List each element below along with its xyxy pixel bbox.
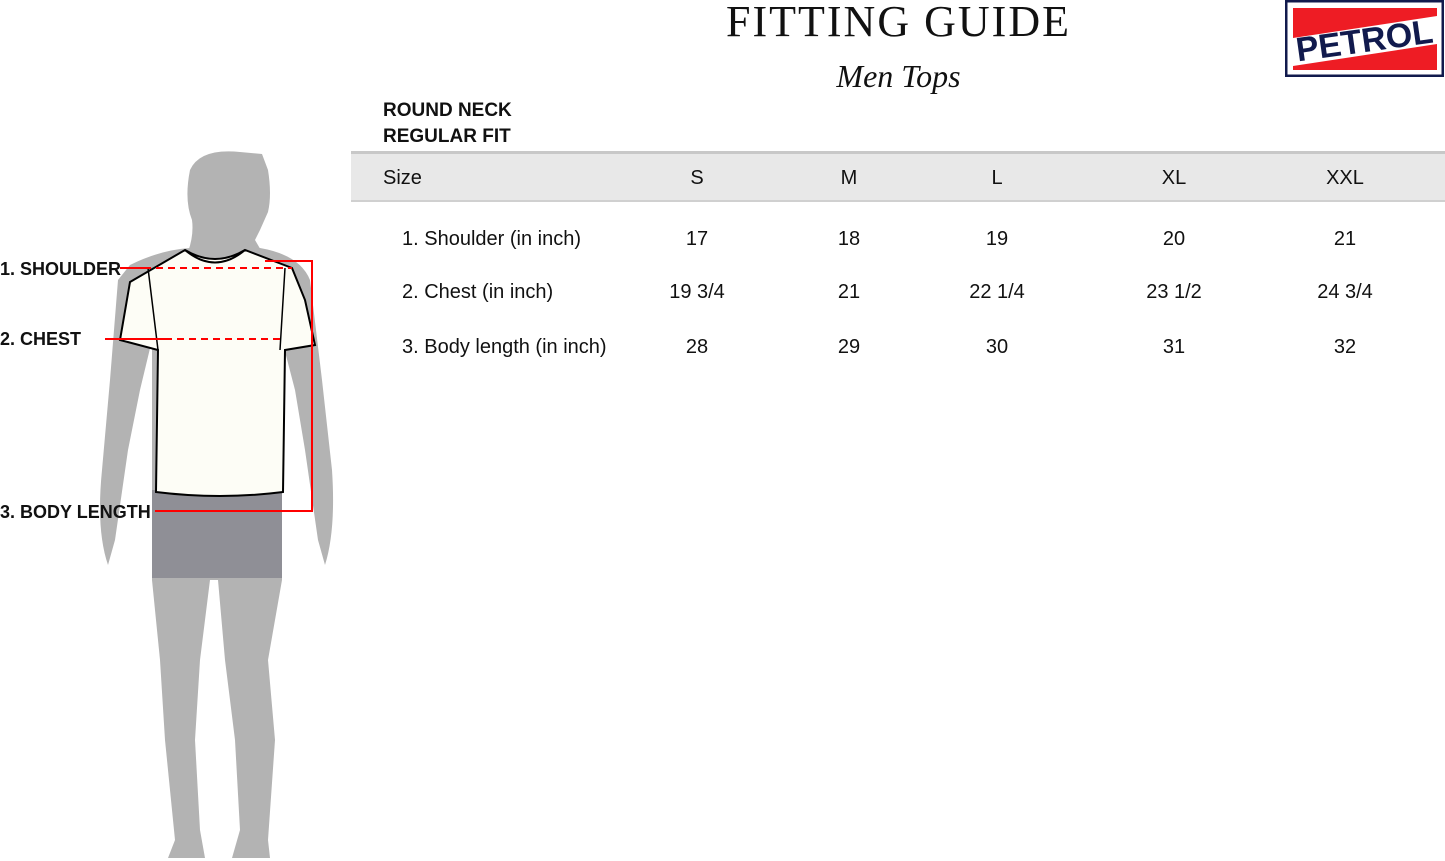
row-label: 3. Body length (in inch)	[402, 336, 607, 358]
table-cell: 22 1/4	[969, 281, 1025, 303]
page-title: FITTING GUIDE	[726, 0, 1071, 46]
table-cell: 21	[1333, 228, 1357, 250]
body-length-label: 3. BODY LENGTH	[0, 502, 151, 522]
size-column-s: S	[690, 167, 704, 189]
neck-type: ROUND NECK	[383, 100, 512, 121]
size-column-xl: XL	[1161, 167, 1187, 189]
table-cell: 19 3/4	[669, 281, 725, 303]
row-label: 2. Chest (in inch)	[402, 281, 554, 303]
table-header	[351, 151, 1445, 202]
page-subtitle: Men Tops	[836, 58, 961, 94]
table-cell: 24 3/4	[1317, 281, 1373, 303]
table-cell: 19	[985, 228, 1009, 250]
shoulder-label: 1. SHOULDER	[0, 259, 122, 279]
table-cell: 31	[1162, 336, 1186, 358]
table-cell: 18	[837, 228, 861, 250]
fit-type: REGULAR FIT	[383, 126, 511, 147]
table-cell: 32	[1333, 336, 1357, 358]
table-cell: 20	[1162, 228, 1186, 250]
table-cell: 17	[685, 228, 709, 250]
size-column-m: M	[840, 167, 858, 189]
petrol-logo: PETROL	[1285, 0, 1444, 77]
size-column-l: L	[991, 167, 1003, 189]
table-cell: 21	[837, 281, 861, 303]
table-cell: 28	[685, 336, 709, 358]
size-column-xxl: XXL	[1326, 167, 1364, 189]
row-label: 1. Shoulder (in inch)	[402, 228, 581, 250]
size-header: Size	[383, 167, 422, 189]
table-cell: 30	[985, 336, 1009, 358]
body-figure-illustration	[100, 151, 334, 858]
table-cell: 23 1/2	[1146, 281, 1202, 303]
chest-label: 2. CHEST	[0, 329, 82, 349]
table-cell: 29	[837, 336, 861, 358]
